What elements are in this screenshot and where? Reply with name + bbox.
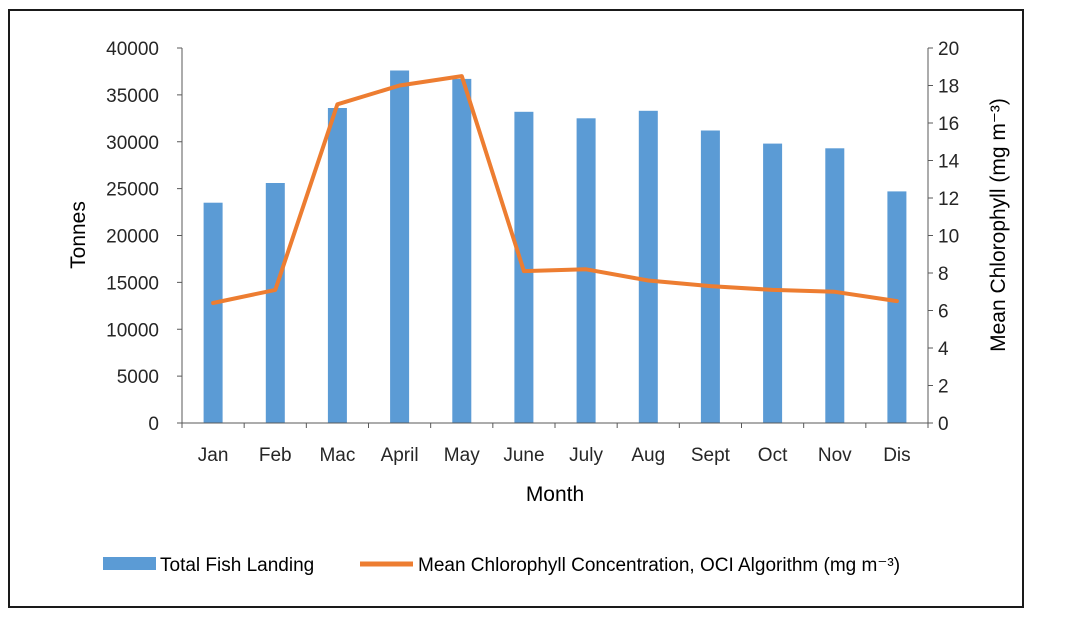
x-tick-label-july: July — [569, 445, 603, 466]
x-tick-label-dis: Dis — [883, 445, 910, 466]
y-tick-label: 5000 — [117, 367, 159, 388]
y-tick-label: 10000 — [106, 320, 159, 341]
bar-aug — [638, 110, 658, 424]
y2-tick-label: 4 — [938, 339, 949, 360]
bar-may — [452, 78, 472, 424]
right-axis-ticks: 0 2 4 6 8 10 12 14 16 18 20 — [928, 39, 960, 435]
y-tick-label: 30000 — [106, 133, 159, 154]
legend-line-label: Mean Chlorophyll Concentration, OCI Algo… — [418, 555, 900, 576]
legend-bar-label: Total Fish Landing — [160, 555, 314, 576]
x-tick-label-mac: Mac — [319, 445, 355, 466]
x-tick-label-feb: Feb — [259, 445, 292, 466]
bar-jan — [203, 202, 223, 423]
y2-axis-title: Mean Chlorophyll (mg m⁻³) — [987, 98, 1010, 352]
bar-mac — [327, 108, 347, 423]
y2-tick-label: 0 — [938, 414, 949, 435]
legend: Total Fish Landing Mean Chlorophyll Conc… — [103, 555, 900, 576]
y2-tick-label: 16 — [938, 114, 959, 135]
bar-nov — [825, 148, 845, 424]
y2-tick-label: 14 — [938, 152, 960, 173]
x-tick-label-may: May — [444, 445, 480, 466]
bar-dis — [887, 191, 907, 423]
x-axis-title: Month — [526, 483, 584, 506]
x-tick-label-nov: Nov — [818, 445, 852, 466]
x-tick-label-oct: Oct — [758, 445, 788, 466]
y-tick-label: 15000 — [106, 273, 159, 294]
y2-tick-label: 12 — [938, 189, 959, 210]
bar-sept — [700, 130, 720, 423]
y-tick-label: 25000 — [106, 180, 159, 201]
y2-tick-label: 18 — [938, 77, 959, 98]
y-axis-title: Tonnes — [67, 201, 90, 269]
x-tick-label-sept: Sept — [691, 445, 731, 466]
y2-tick-label: 6 — [938, 302, 949, 323]
y2-tick-label: 8 — [938, 264, 949, 285]
bar-series — [203, 70, 907, 424]
plot-area: 0 5000 10000 15000 20000 25000 30000 35000 40000… — [106, 39, 959, 466]
y2-tick-label: 10 — [938, 227, 959, 248]
x-tick-label-april: April — [381, 445, 419, 466]
y-tick-label: 35000 — [106, 86, 159, 107]
y2-tick-label: 20 — [938, 39, 959, 60]
x-tick-label-aug: Aug — [631, 445, 665, 466]
y-tick-label: 40000 — [106, 39, 159, 60]
bar-feb — [265, 183, 285, 423]
legend-bar-swatch — [103, 557, 156, 570]
x-axis-ticks: Jan Feb Mac April May June July Aug Sept Oct Nov Di… — [198, 445, 911, 466]
left-axis-ticks: 0 5000 10000 15000 20000 25000 30000 35000 40000 — [106, 39, 182, 435]
x-tick-label-june: June — [503, 445, 544, 466]
bar-april — [390, 70, 410, 423]
chart-frame — [8, 9, 1024, 608]
chlorophyll-line — [211, 74, 899, 305]
y-tick-label: 0 — [148, 414, 159, 435]
bar-oct — [763, 143, 783, 423]
x-tick-label-jan: Jan — [198, 445, 229, 466]
y-tick-label: 20000 — [106, 227, 159, 248]
y2-tick-label: 2 — [938, 377, 949, 398]
